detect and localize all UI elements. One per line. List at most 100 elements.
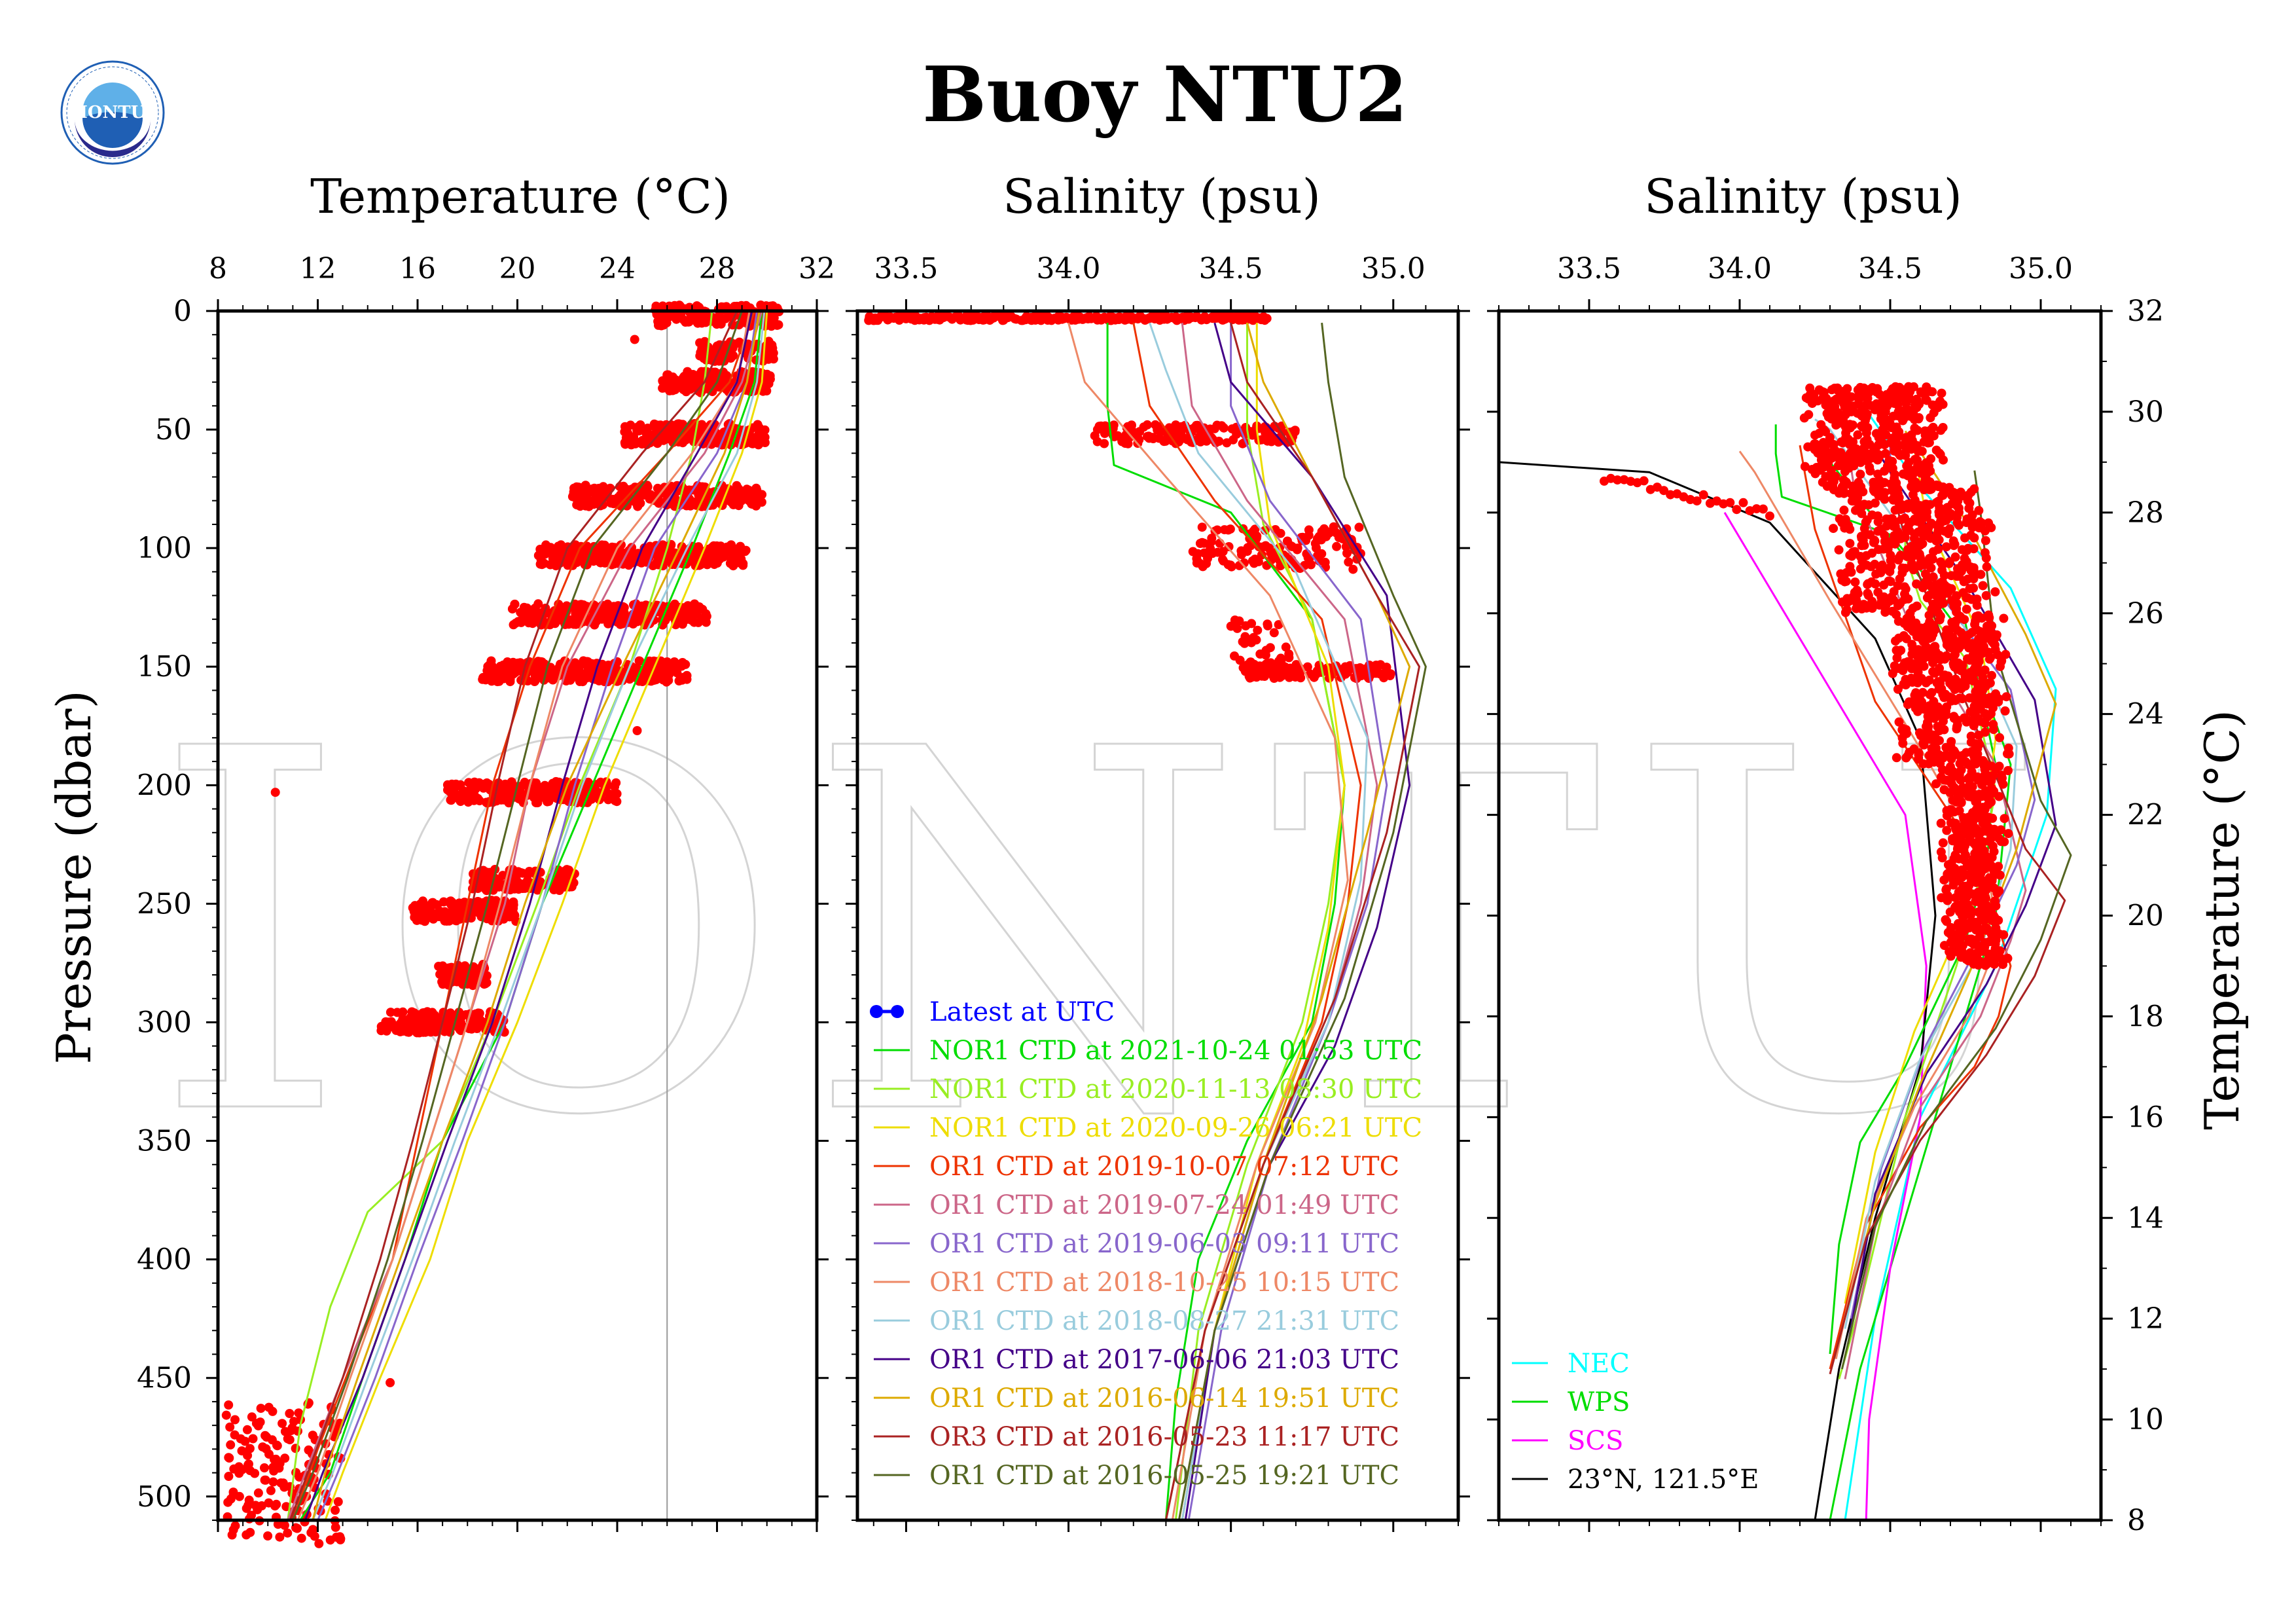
salinity-panel-title: Salinity (psu) [1003, 169, 1321, 224]
temperature-buoy-point [234, 1468, 244, 1478]
temperature-buoy-point [253, 1488, 263, 1498]
temperature-buoy-point [478, 674, 488, 684]
temperature-buoy-point [533, 599, 543, 609]
ts-buoy-point [1873, 526, 1883, 536]
ts-buoy-point [1982, 562, 1992, 572]
temperature-buoy-point [723, 496, 733, 505]
ts-buoy-point [1817, 460, 1827, 470]
salinity-buoy-point [1192, 558, 1202, 568]
ts-buoy-point [1893, 684, 1903, 694]
temperature-buoy-point [555, 884, 565, 894]
ts-buoy-point [1981, 591, 1991, 600]
salinity-buoy-point [1185, 313, 1194, 322]
salinity-buoy-point [1247, 638, 1256, 647]
legend-label: OR1 CTD at 2019-07-24 01:49 UTC [929, 1190, 1399, 1220]
ts-buoy-point [1886, 561, 1896, 571]
temperature-buoy-point [563, 559, 573, 569]
temperature-buoy-point [668, 386, 677, 395]
temperature-buoy-point [708, 545, 718, 555]
salinity-buoy-point [1069, 312, 1079, 321]
salinity-buoy-point [1309, 672, 1319, 682]
ts-buoy-point [1893, 484, 1903, 494]
temperature-buoy-point [708, 314, 717, 324]
ts-buoy-point [1933, 526, 1943, 536]
temperature-buoy-point [761, 341, 771, 350]
pressure-tick-label: 200 [137, 769, 192, 802]
ts-buoy-point [1882, 462, 1892, 471]
salinity-buoy-point [1226, 621, 1236, 631]
ts-buoy-point [1962, 604, 1971, 614]
ts-buoy-point [1921, 500, 1931, 509]
temperature-buoy-point [414, 1010, 423, 1020]
ts-buoy-point [1928, 387, 1937, 397]
ts-buoy-point [1952, 598, 1962, 608]
ts-buoy-point [1844, 439, 1854, 449]
ts-buoy-point [1970, 708, 1980, 718]
logo-text: IONTU [80, 103, 146, 122]
ts-buoy-point [1859, 443, 1869, 452]
temperature-buoy-point [765, 374, 775, 384]
legend-label: Latest at UTC [929, 997, 1115, 1027]
ts-buoy-point [1833, 412, 1842, 422]
salinity-buoy-point [1276, 653, 1285, 663]
salinity-buoy-point [1202, 558, 1211, 568]
temperature-buoy-point [440, 916, 450, 926]
ts-buoy-point [1853, 493, 1863, 503]
temperature-buoy-point [256, 1404, 266, 1413]
salinity-buoy-point [1212, 313, 1221, 323]
ts-buoy-point [1920, 511, 1930, 521]
salinity-buoy-point [1278, 664, 1288, 674]
temperature-buoy-point [456, 967, 465, 977]
temperature-panel-title: Temperature (°C) [310, 169, 730, 224]
temperature-buoy-point [658, 540, 668, 550]
ts-buoy-point [1893, 427, 1903, 437]
ts-buoy-point [1941, 514, 1951, 524]
temperature-buoy-point [426, 900, 436, 910]
ts-buoy-point [1878, 439, 1888, 448]
temperature-x-tick-label: 12 [300, 252, 336, 285]
temperature-buoy-point [634, 426, 644, 436]
pressure-tick-label: 250 [137, 887, 192, 921]
ts-buoy-point [1865, 466, 1875, 476]
temperature-buoy-point [510, 600, 520, 610]
ts-buoy-point [1988, 720, 1998, 729]
temperature-buoy-point [484, 665, 493, 674]
ts-buoy-point [1936, 426, 1946, 435]
salinity-buoy-point [990, 311, 999, 321]
ts-buoy-point [1967, 594, 1977, 604]
salinity-buoy-point [1306, 560, 1316, 570]
temperature-buoy-point [584, 501, 594, 511]
ts-buoy-point [1893, 581, 1903, 591]
salinity-buoy-point [1261, 663, 1270, 673]
ts-buoy-point [1883, 398, 1893, 408]
temperature-buoy-point [285, 1409, 295, 1418]
legend-latest-marker [870, 1005, 883, 1018]
legend-label: OR1 CTD at 2018-10-25 10:15 UTC [929, 1267, 1399, 1298]
ts-buoy-point [1935, 586, 1945, 596]
temperature-buoy-point [564, 866, 574, 875]
temperature-buoy-point [741, 545, 751, 555]
temperature-buoy-point [726, 540, 736, 550]
temperature-buoy-outlier [270, 788, 280, 797]
temperature-buoy-point [438, 979, 448, 989]
ts-buoy-point [1888, 495, 1898, 505]
ts-buoy-point [1876, 564, 1886, 574]
ts-buoy-point [1829, 524, 1839, 534]
legend-label: OR1 CTD at 2016-05-25 19:21 UTC [929, 1461, 1399, 1491]
ts-buoy-point [1907, 435, 1917, 445]
temperature-buoy-point [577, 675, 587, 685]
temperature-buoy-point [304, 1445, 314, 1455]
ts-buoy-point [1854, 394, 1864, 404]
pressure-tick-label: 500 [137, 1480, 192, 1514]
legend-label: OR1 CTD at 2016-06-14 19:51 UTC [929, 1383, 1399, 1413]
ts-buoy-point [1924, 701, 1934, 711]
ts-buoy-point [1943, 529, 1953, 538]
temperature-buoy-point [227, 1530, 237, 1540]
salinity-buoy-point [911, 311, 920, 321]
salinity-buoy-point [1083, 314, 1092, 323]
ts-buoy-point [1835, 514, 1844, 524]
ts-buoy-point [1934, 535, 1944, 545]
temperature-buoy-point [650, 421, 659, 431]
ts-buoy-point [1935, 655, 1945, 665]
ts-buoy-point [1958, 694, 1967, 704]
